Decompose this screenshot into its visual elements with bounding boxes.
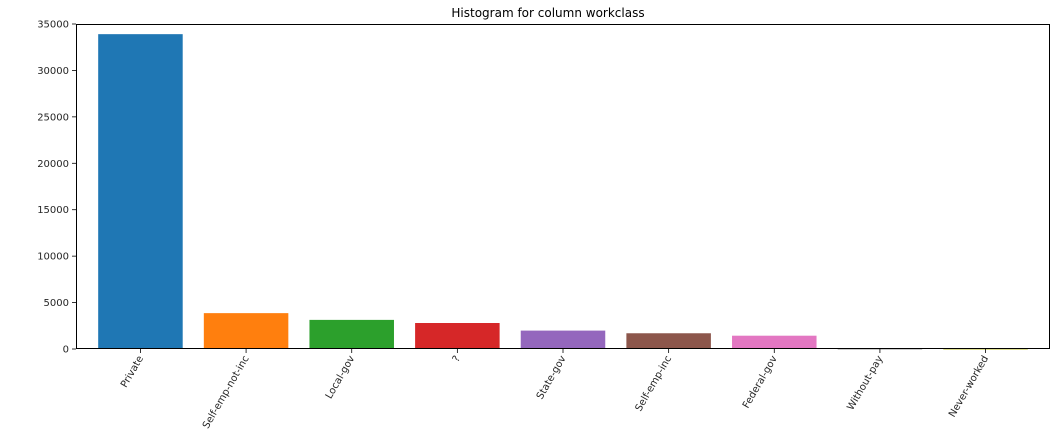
x-tick-label: State-gov — [535, 354, 569, 402]
x-tick-label: Local-gov — [324, 354, 358, 401]
bar-unknown — [415, 323, 500, 349]
y-tick-label: 0 — [63, 345, 69, 356]
bar-self-emp-inc — [626, 333, 711, 349]
y-tick-label: 30000 — [37, 66, 69, 77]
bar-state-gov — [520, 330, 606, 349]
y-tick-label: 5000 — [44, 298, 69, 309]
x-tick-label: Self-emp-not-inc — [201, 354, 252, 431]
y-tick-label: 15000 — [37, 205, 69, 216]
y-tick-label: 10000 — [37, 252, 69, 263]
x-tick-label: Federal-gov — [741, 354, 780, 411]
bar-private — [98, 34, 183, 350]
x-tick-label: Private — [119, 354, 146, 390]
y-axis: 0 5000 10000 15000 20000 25000 30000 35000 — [37, 20, 76, 356]
y-tick-label: 20000 — [37, 159, 69, 170]
x-tick-label: Never-worked — [947, 354, 991, 419]
bar-federal-gov — [732, 335, 817, 349]
x-axis: Private Self-emp-not-inc Local-gov? State-g… — [119, 349, 991, 431]
x-tick-label: ? — [451, 354, 463, 364]
x-tick-label: Self-emp-inc — [634, 354, 675, 413]
x-tick-label: Without-pay — [845, 354, 885, 412]
chart-title: Histogram for column workclass — [451, 6, 644, 20]
bars-layer — [98, 34, 1028, 350]
plot-frame — [76, 24, 1050, 349]
y-tick-label: 35000 — [37, 20, 69, 31]
y-tick-label: 25000 — [37, 112, 69, 123]
bar-local-gov — [309, 319, 394, 349]
bar-self-emp-not-inc — [203, 313, 289, 349]
